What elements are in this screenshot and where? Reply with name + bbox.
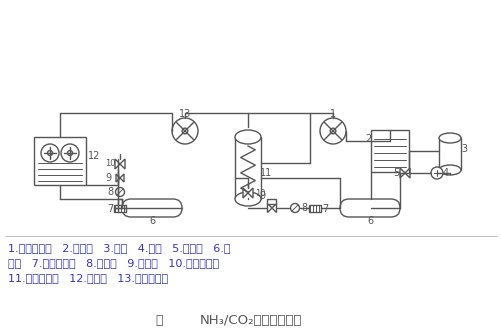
Text: 8: 8	[300, 203, 307, 213]
Circle shape	[41, 144, 59, 162]
Circle shape	[115, 187, 124, 197]
Circle shape	[290, 204, 299, 212]
Text: 5: 5	[392, 168, 398, 178]
Text: 4: 4	[442, 168, 448, 178]
FancyBboxPatch shape	[339, 199, 399, 217]
Bar	[34, 137, 86, 185]
Text: 2: 2	[364, 134, 370, 144]
Circle shape	[319, 118, 345, 144]
Text: 3: 3	[460, 144, 466, 154]
Text: 1: 1	[329, 109, 335, 119]
Polygon shape	[242, 188, 247, 198]
Bar	[370, 130, 408, 172]
Ellipse shape	[438, 133, 460, 143]
Text: 13: 13	[178, 109, 191, 119]
FancyBboxPatch shape	[122, 199, 182, 217]
Circle shape	[330, 128, 335, 134]
Text: 1.高温压缩机   2.冷凝器   3.水筱   4.水泵   5.泄压阀   6.贮: 1.高温压缩机 2.冷凝器 3.水筱 4.水泵 5.泄压阀 6.贮	[8, 243, 230, 253]
Text: 10: 10	[254, 188, 265, 198]
Bar	[309, 205, 320, 211]
Bar	[267, 200, 276, 204]
Polygon shape	[115, 159, 120, 169]
Ellipse shape	[438, 165, 460, 175]
Circle shape	[61, 144, 79, 162]
Text: 11: 11	[260, 168, 272, 178]
Circle shape	[182, 128, 187, 134]
Circle shape	[48, 151, 53, 156]
Text: 9: 9	[105, 173, 111, 183]
Polygon shape	[120, 159, 125, 169]
Text: NH₃/CO₂复叠制冷系统: NH₃/CO₂复叠制冷系统	[199, 313, 302, 327]
Text: 7: 7	[107, 204, 113, 214]
Polygon shape	[116, 174, 120, 182]
Polygon shape	[267, 204, 272, 212]
Polygon shape	[399, 168, 404, 178]
Polygon shape	[247, 188, 253, 198]
Text: 8: 8	[107, 187, 113, 197]
Circle shape	[430, 167, 442, 179]
Text: 7: 7	[321, 204, 328, 214]
Text: 9: 9	[259, 191, 265, 201]
Text: 12: 12	[88, 151, 100, 161]
Bar	[114, 205, 126, 211]
Circle shape	[172, 118, 197, 144]
Text: 11.蔭发冷凝器   12.蔭发器   13.低温压缩机: 11.蔭发冷凝器 12.蔭发器 13.低温压缩机	[8, 273, 168, 283]
Ellipse shape	[234, 130, 261, 144]
Polygon shape	[120, 174, 124, 182]
Polygon shape	[404, 168, 409, 178]
Text: 图: 图	[155, 313, 162, 327]
Polygon shape	[272, 204, 276, 212]
Text: 液罐   7.干燥过滤器   8.视液镜   9.电磁鄀   10.电子膨胀鄀: 液罐 7.干燥过滤器 8.视液镜 9.电磁鄀 10.电子膨胀鄀	[8, 258, 219, 268]
Text: 6: 6	[149, 216, 155, 226]
Text: 10: 10	[105, 160, 115, 168]
Bar	[234, 137, 261, 199]
Bar	[438, 138, 460, 170]
Text: 6: 6	[366, 216, 372, 226]
Ellipse shape	[234, 192, 261, 206]
Circle shape	[67, 151, 72, 156]
